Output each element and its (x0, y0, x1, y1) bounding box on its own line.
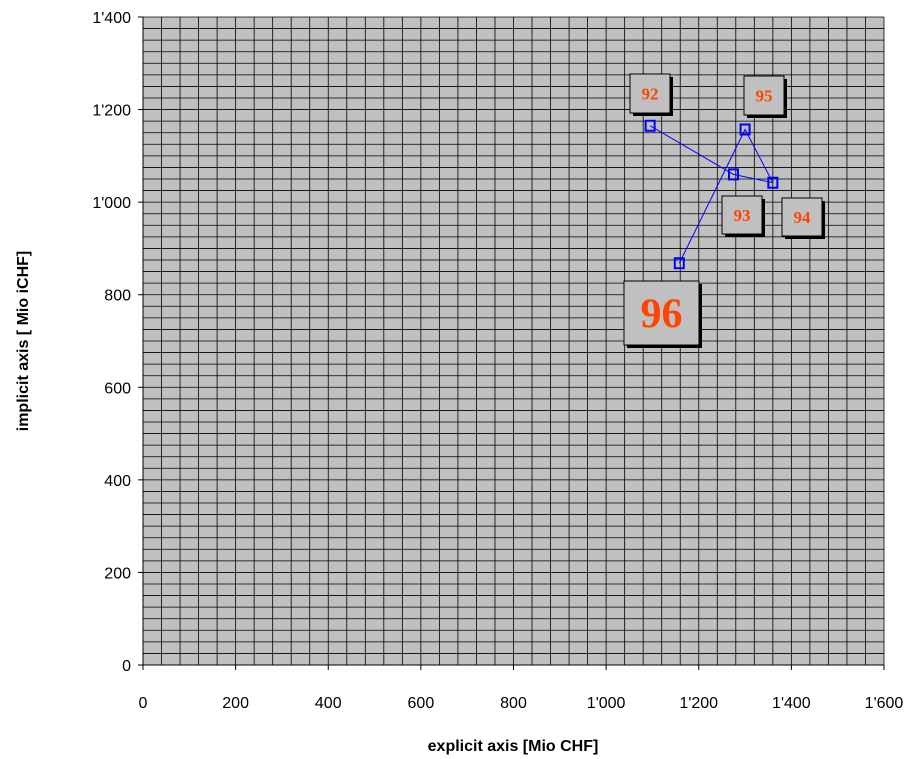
label-box (623, 280, 700, 346)
point-label: 96 (641, 292, 683, 338)
axes (138, 16, 885, 670)
point-label: 94 (794, 208, 812, 227)
point-label: 92 (642, 84, 659, 103)
y-tick-label: 800 (104, 288, 131, 305)
x-tick-label: 600 (408, 695, 435, 712)
data-point-marker (644, 119, 656, 132)
y-tick-labels: 0 200 400 600 800 1'000 1'200 1'400 (92, 10, 131, 675)
y-tick-label: 1'400 (92, 10, 131, 27)
x-axis-title: explicit axis [Mio CHF] (428, 738, 599, 755)
data-point-marker (727, 168, 739, 181)
data-point-marker (767, 176, 779, 189)
data-point-marker (739, 123, 751, 136)
point-label: 95 (756, 86, 773, 105)
x-tick-label: 800 (500, 695, 527, 712)
y-axis-title: implicit axis [ Mio iCHF] (15, 251, 32, 431)
y-tick-label: 1'000 (92, 195, 131, 212)
x-tick-label: 0 (139, 695, 148, 712)
point-labels: 92 93 94 95 96 (623, 73, 825, 348)
label-box (629, 73, 671, 114)
label-box (721, 195, 763, 235)
x-tick-labels: 0 200 400 600 800 1'000 1'200 1'400 1'600 (139, 695, 904, 712)
y-tick-label: 600 (104, 380, 131, 397)
x-tick-label: 1'000 (587, 695, 626, 712)
x-tick-label: 1'400 (772, 695, 811, 712)
series-line (649, 125, 774, 264)
y-tick-label: 200 (104, 565, 131, 582)
data-point-marker (673, 257, 685, 270)
data-series (644, 119, 779, 270)
y-tick-label: 0 (122, 658, 131, 675)
label-box (781, 197, 823, 237)
x-tick-label: 200 (222, 695, 249, 712)
label-box (743, 75, 785, 116)
x-tick-label: 400 (315, 695, 342, 712)
y-tick-label: 1'200 (92, 103, 131, 120)
y-tick-label: 400 (104, 473, 131, 490)
x-tick-label: 1'200 (679, 695, 718, 712)
point-label: 93 (734, 206, 751, 225)
grid-lines (142, 16, 885, 666)
x-tick-label: 1'600 (865, 695, 904, 712)
